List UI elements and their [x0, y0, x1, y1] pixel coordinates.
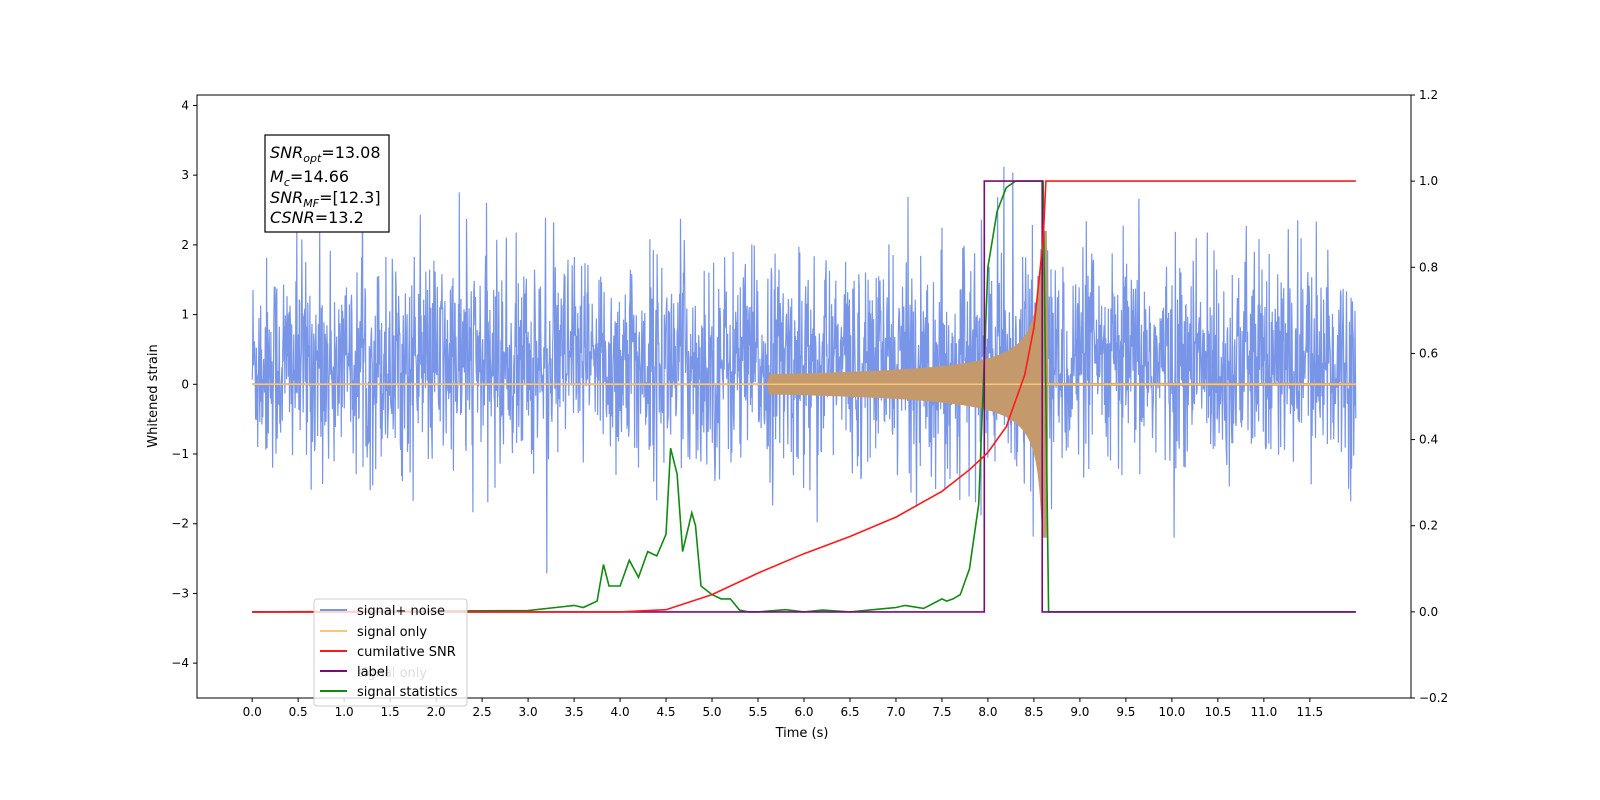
y2-tick-label: 0.8: [1419, 260, 1438, 274]
series-signal-noise: [251, 164, 1357, 574]
x-tick-label: 11.5: [1296, 705, 1323, 719]
x-tick-label: 8.0: [978, 705, 997, 719]
x-axis-ticks: 0.0 0.5 1.0 1.5 2.0 2.5 3.0 3.5 4.0 4.5 5.0 5.5 6.0 6…: [243, 698, 1323, 719]
x-tick-label: 2.0: [427, 705, 446, 719]
y-tick-label: −4: [171, 656, 189, 670]
x-tick-label: 4.0: [611, 705, 630, 719]
x-axis-label: Time (s): [775, 726, 829, 741]
legend-hidden-text: signal only: [357, 666, 427, 681]
y2-tick-label: 0.6: [1419, 346, 1438, 360]
y-tick-label: −2: [171, 517, 189, 531]
x-tick-label: 2.5: [473, 705, 492, 719]
x-tick-label: 3.0: [519, 705, 538, 719]
legend-label: signal+ noise: [357, 604, 445, 619]
series-label: [252, 180, 1356, 613]
x-tick-label: 8.5: [1024, 705, 1043, 719]
x-tick-label: 3.5: [565, 705, 584, 719]
series-cumilative-snr: [252, 180, 1356, 613]
legend-label: cumilative SNR: [357, 645, 456, 660]
legend-label: signal only: [357, 625, 427, 640]
y2-tick-label: 1.2: [1419, 88, 1438, 102]
x-tick-label: 5.0: [702, 705, 721, 719]
y-tick-label: −3: [171, 586, 189, 600]
x-tick-label: 9.5: [1116, 705, 1135, 719]
annotation-mc: Mc=14.66: [270, 167, 349, 189]
legend-label: signal statistics: [357, 685, 458, 700]
y-tick-label: 3: [181, 168, 189, 182]
x-tick-label: 6.0: [794, 705, 813, 719]
y-tick-label: 1: [181, 308, 189, 322]
series-signal-statistics: [252, 180, 1356, 613]
x-tick-label: 7.0: [886, 705, 905, 719]
legend: signal only signal+ noise signal only cumi…: [313, 598, 468, 707]
legend-label: label: [357, 665, 388, 680]
y-tick-label: 4: [181, 98, 189, 112]
annotation-csnr: CSNR=13.2: [270, 208, 364, 227]
x-tick-label: 10.5: [1205, 705, 1232, 719]
x-tick-label: 6.5: [840, 705, 859, 719]
annotation-snr-opt: SNRopt=13.08: [270, 143, 381, 165]
y-tick-label: 2: [181, 238, 189, 252]
plot-series: [251, 164, 1357, 613]
x-tick-label: 1.5: [381, 705, 400, 719]
y-tick-label: 0: [181, 377, 189, 391]
y2-axis-ticks: −0.2 0.0 0.2 0.4 0.6 0.8 1.0 1.2: [1411, 88, 1448, 705]
x-tick-label: 4.5: [656, 705, 675, 719]
y-tick-label: −1: [171, 447, 189, 461]
y-axis-label: Whitened strain: [146, 344, 161, 447]
annotation-snr-mf: SNRMF=[12.3]: [270, 188, 381, 210]
y2-tick-label: 0.2: [1419, 519, 1438, 533]
x-tick-label: 5.5: [748, 705, 767, 719]
x-tick-label: 7.5: [932, 705, 951, 719]
x-tick-label: 0.0: [243, 705, 262, 719]
y2-tick-label: 0.0: [1419, 605, 1438, 619]
x-tick-label: 0.5: [289, 705, 308, 719]
y2-tick-label: −0.2: [1419, 691, 1448, 705]
annotation-box: SNRopt=13.08 Mc=14.66 SNRMF=[12.3] CSNR=…: [264, 134, 390, 233]
x-tick-label: 1.0: [335, 705, 354, 719]
x-tick-label: 10.0: [1159, 705, 1186, 719]
x-tick-label: 11.0: [1250, 705, 1277, 719]
y-axis-ticks: −4 −3 −2 −1 0 1 2 3 4: [171, 98, 197, 670]
x-tick-label: 9.0: [1070, 705, 1089, 719]
y2-tick-label: 1.0: [1419, 174, 1438, 188]
y2-tick-label: 0.4: [1419, 433, 1438, 447]
